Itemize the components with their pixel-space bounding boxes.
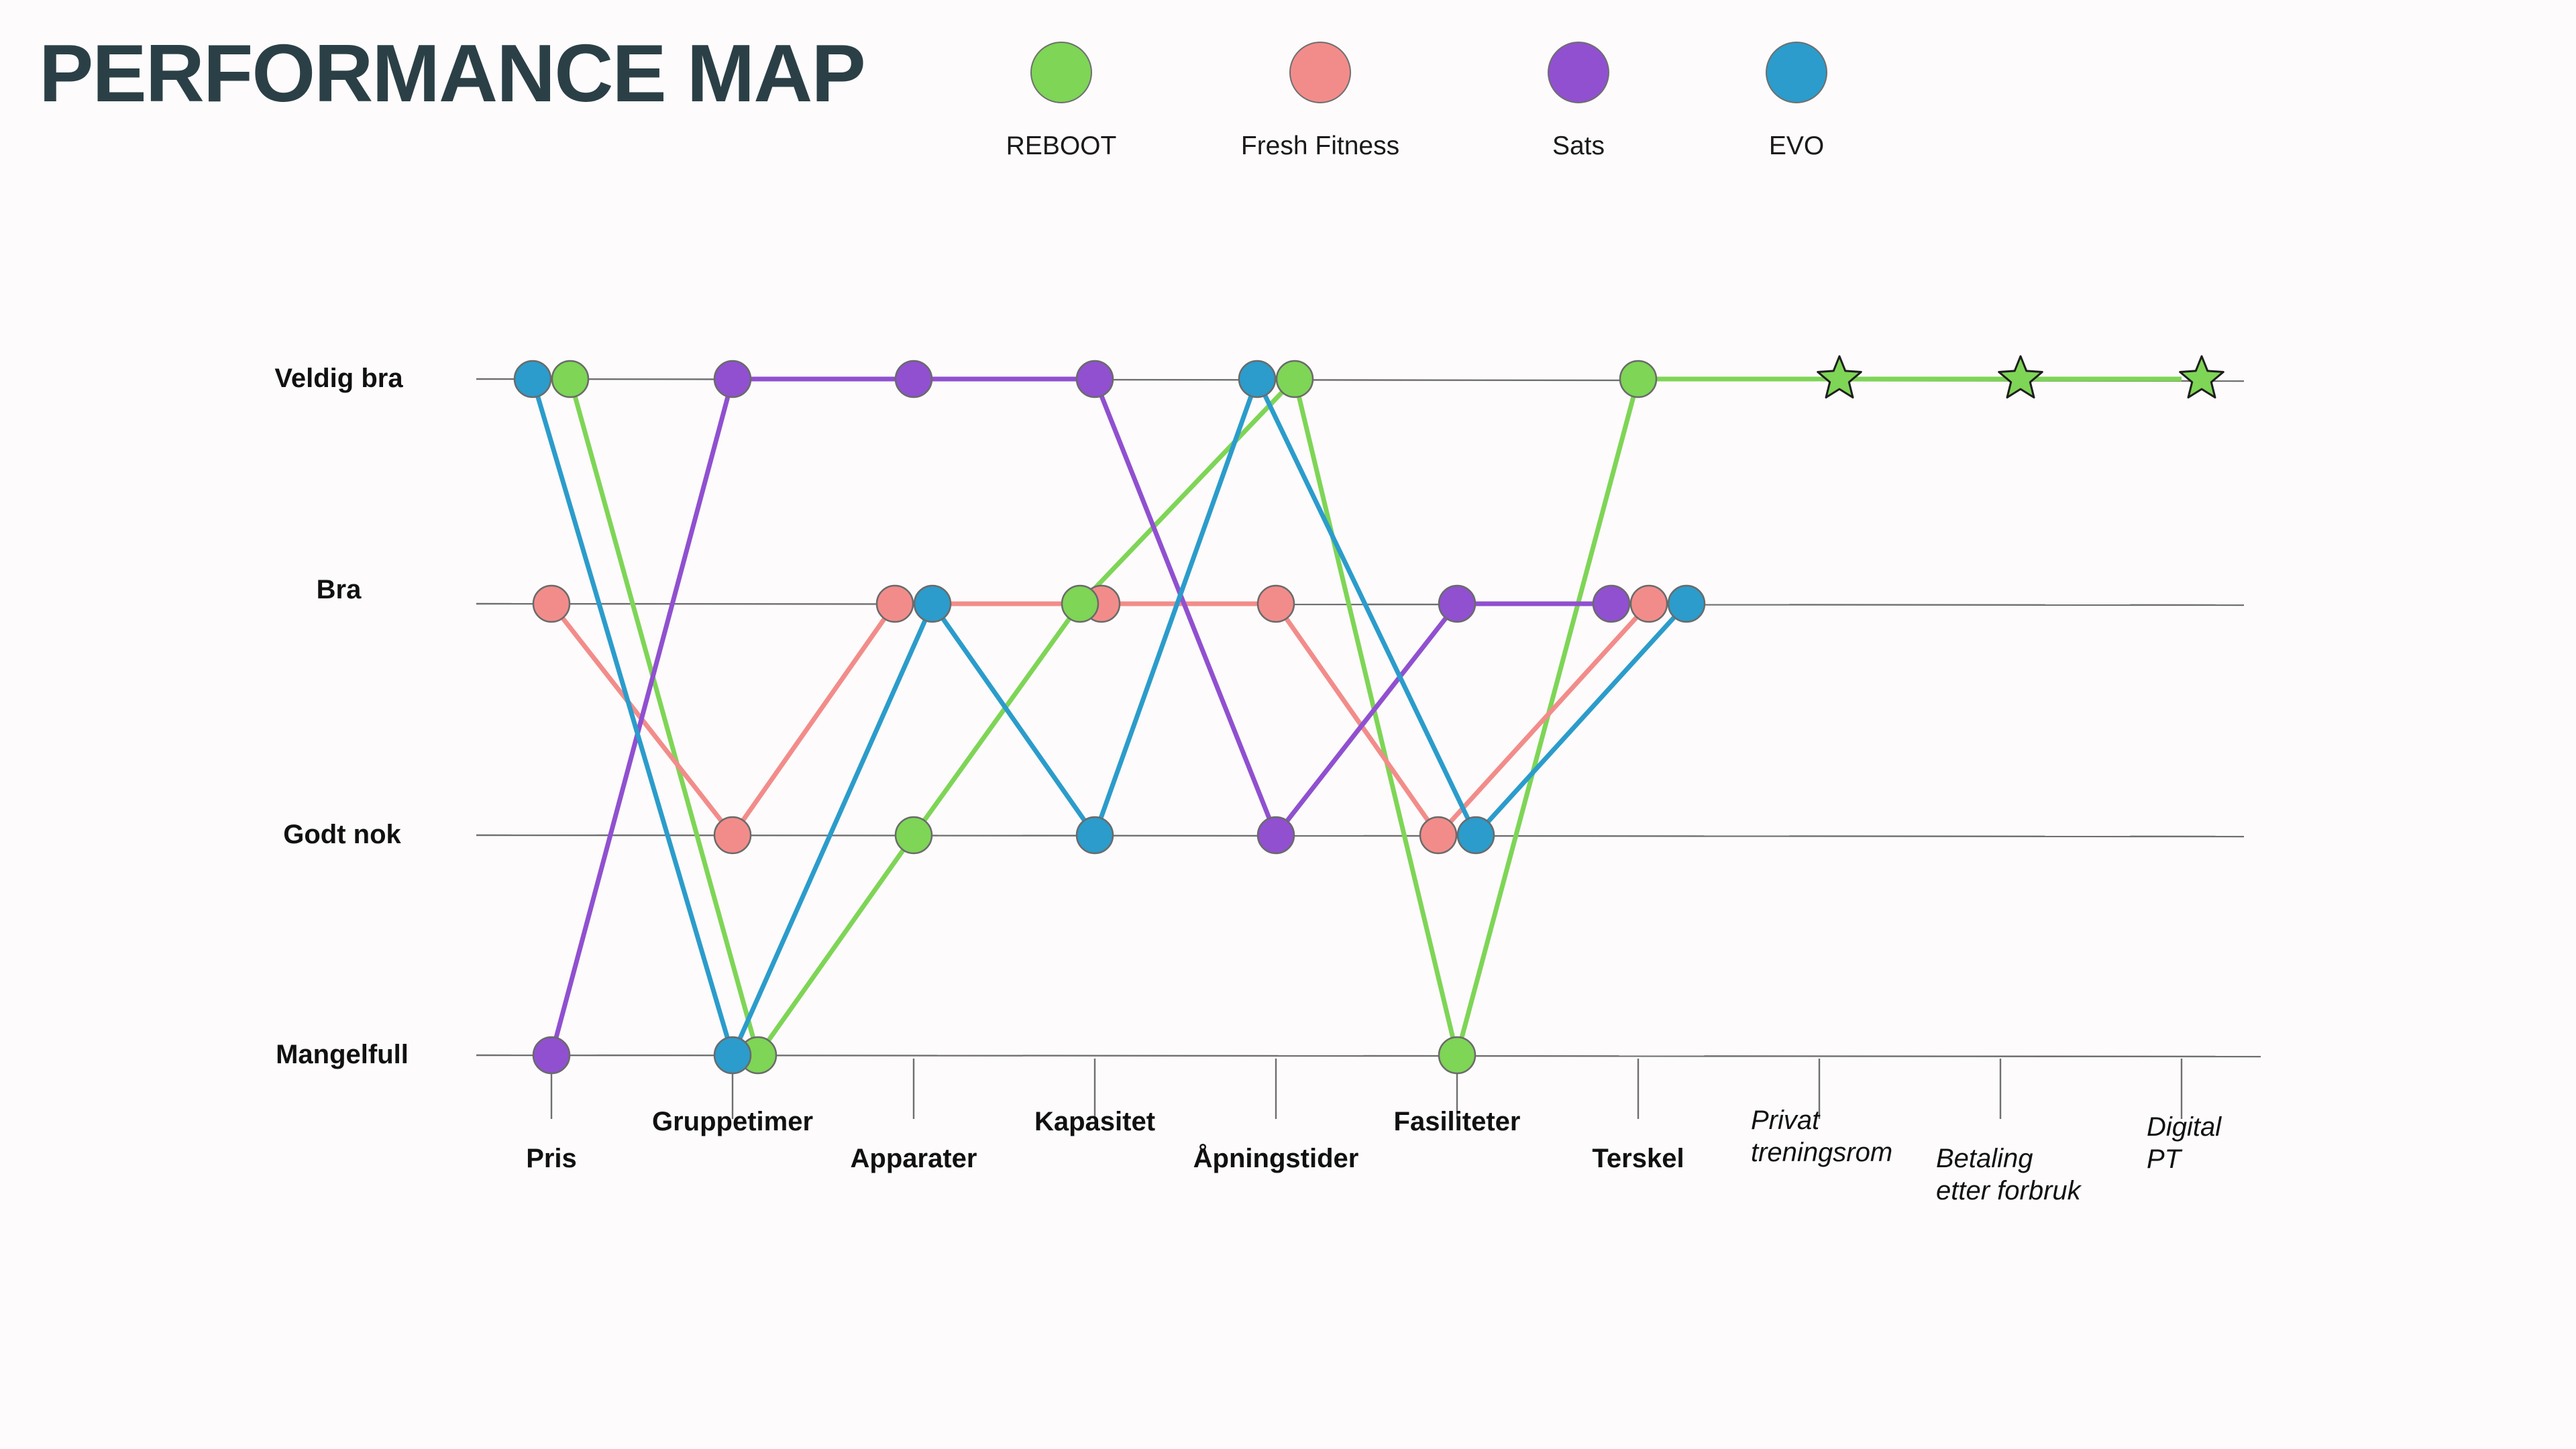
- x-tick-label: Åpningstider: [1193, 1143, 1359, 1173]
- chart-title: PERFORMANCE MAP: [39, 28, 866, 119]
- data-point-evo: [1667, 584, 1706, 623]
- data-point-fresh-fitness: [875, 584, 914, 623]
- x-tick-label: Terskel: [1592, 1144, 1684, 1173]
- y-tick-label: Veldig bra: [274, 364, 403, 393]
- x-tick-label: Kapasitet: [1034, 1107, 1155, 1136]
- legend-item-reboot: REBOOT: [974, 42, 1148, 161]
- series-line-reboot: [568, 376, 2182, 1058]
- data-point-sats: [1438, 584, 1477, 623]
- data-point-fresh-fitness: [1256, 584, 1295, 623]
- data-point-reboot: [1061, 584, 1099, 623]
- y-tick-label: Godt nok: [283, 820, 401, 849]
- x-tick-label: Fasiliteter: [1394, 1107, 1521, 1136]
- x-tick-label-future: Privat treningsrom: [1751, 1106, 1892, 1167]
- data-point-reboot: [1275, 360, 1314, 398]
- data-point-fresh-fitness: [532, 584, 571, 623]
- legend-swatch: [1548, 42, 1609, 103]
- legend-swatch: [1766, 42, 1827, 103]
- x-tick-label: Pris: [526, 1144, 577, 1173]
- star-marker-reboot: [2179, 355, 2224, 398]
- legend-item-fresh-fitness: Fresh Fitness: [1233, 42, 1407, 161]
- x-tick-label-future: Betaling etter forbruk: [1936, 1144, 2082, 1205]
- legend-label: REBOOT: [1006, 131, 1117, 160]
- gridline: [476, 834, 2245, 838]
- data-point-evo: [1075, 816, 1114, 855]
- data-point-sats: [1256, 816, 1295, 855]
- star-marker-reboot: [1998, 355, 2043, 398]
- star-marker-reboot: [1817, 355, 1862, 398]
- legend-label: EVO: [1768, 131, 1825, 160]
- y-axis: Mangelfull Godt nok Bra Veldig bra: [274, 364, 408, 1069]
- data-point-reboot: [894, 816, 933, 855]
- y-tick-label: Mangelfull: [276, 1040, 409, 1069]
- data-point-evo: [913, 584, 952, 623]
- legend-label: Sats: [1552, 131, 1605, 160]
- data-point-sats: [713, 360, 752, 398]
- data-point-evo: [1238, 360, 1277, 398]
- legend-swatch: [1289, 42, 1351, 103]
- x-tick-label: Apparater: [851, 1144, 977, 1173]
- x-axis: Pris Gruppetimer Apparater Kapasitet Åpnings…: [526, 1059, 2222, 1205]
- data-point-reboot: [1619, 360, 1658, 398]
- x-tick-label: Gruppetimer: [652, 1107, 813, 1136]
- series-markers: [513, 355, 2224, 1075]
- data-point-fresh-fitness: [1629, 584, 1668, 623]
- legend-swatch: [1030, 42, 1092, 103]
- legend-item-evo: EVO: [1709, 42, 1884, 161]
- data-point-fresh-fitness: [713, 816, 752, 855]
- data-point-fresh-fitness: [1419, 816, 1458, 855]
- data-point-evo: [713, 1036, 752, 1075]
- legend-label: Fresh Fitness: [1240, 131, 1400, 160]
- data-point-evo: [513, 360, 552, 398]
- data-point-sats: [532, 1036, 571, 1075]
- series-line-fresh-fitness: [549, 601, 1651, 838]
- data-point-evo: [1456, 816, 1495, 855]
- data-point-reboot: [551, 360, 590, 398]
- legend-item-sats: Sats: [1491, 42, 1666, 161]
- gridline: [476, 602, 2245, 606]
- y-tick-label: Bra: [317, 575, 362, 604]
- x-tick-label-future: Digital PT: [2147, 1112, 2222, 1174]
- data-point-reboot: [1438, 1036, 1477, 1075]
- data-point-sats: [1075, 360, 1114, 398]
- series-lines: [530, 376, 2182, 1058]
- data-point-sats: [894, 360, 933, 398]
- data-point-sats: [1592, 584, 1631, 623]
- series-line-sats: [549, 376, 1611, 1056]
